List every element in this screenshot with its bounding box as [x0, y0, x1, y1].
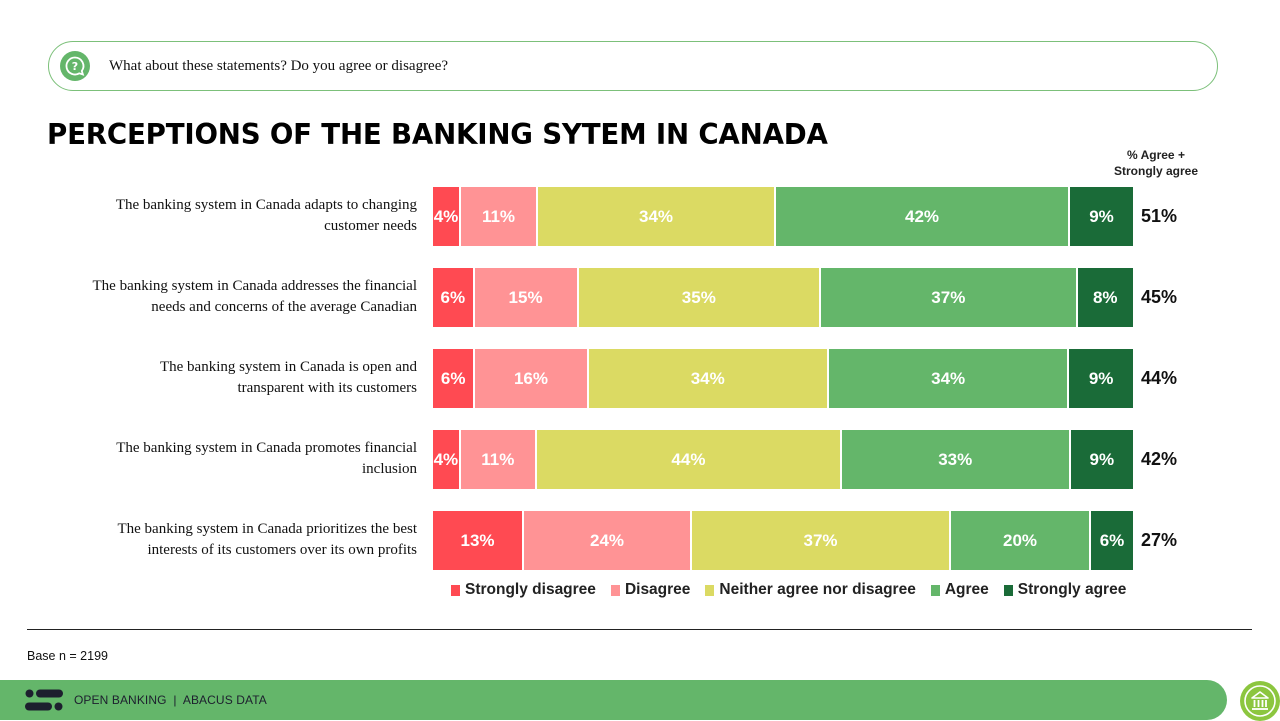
- stacked-bar: 6% 16% 34% 34% 9%: [433, 349, 1133, 408]
- bar-segment-disagree: 16%: [475, 349, 589, 408]
- row-label: The banking system in Canada is open and…: [60, 357, 417, 399]
- bar-segment-strongly-agree: 9%: [1070, 187, 1133, 246]
- stacked-bar: 6% 15% 35% 37% 8%: [433, 268, 1133, 327]
- legend-item-strongly-agree: Strongly agree: [1003, 581, 1127, 599]
- svg-text:?: ?: [72, 60, 78, 73]
- bank-building-icon: [1244, 685, 1276, 717]
- row-label-line: customer needs: [324, 218, 417, 234]
- bar-segment-agree: 20%: [951, 511, 1091, 570]
- abacus-logo-icon: [25, 689, 63, 711]
- footer-text: OPEN BANKING | ABACUS DATA: [74, 693, 267, 707]
- stacked-bar: 4% 11% 44% 33% 9%: [433, 430, 1133, 489]
- bar-segment-strongly-agree: 8%: [1077, 268, 1133, 327]
- net-agree-header: % Agree + Strongly agree: [1098, 147, 1214, 179]
- bar-segment-neither: 37%: [692, 511, 951, 570]
- legend-swatch: [451, 584, 460, 596]
- net-agree-value: 27%: [1141, 530, 1178, 550]
- stacked-bar: 4% 11% 34% 42% 9%: [433, 187, 1133, 246]
- bar-segment-agree: 42%: [776, 187, 1070, 246]
- net-agree-value: 45%: [1141, 287, 1178, 307]
- bar-segment-strongly-agree: 9%: [1070, 430, 1133, 489]
- bar-segment-neither: 34%: [538, 187, 776, 246]
- row-label-line: transparent with its customers: [237, 380, 417, 396]
- row-label-line: The banking system in Canada is open and: [159, 359, 417, 375]
- net-agree-value: 42%: [1141, 449, 1178, 469]
- bar-segment-disagree: 11%: [461, 187, 538, 246]
- legend-label: Strongly agree: [1017, 581, 1127, 598]
- bar-segment-strongly-agree: 9%: [1069, 349, 1133, 408]
- legend-item-strongly-disagree: Strongly disagree: [451, 581, 596, 599]
- net-agree-value: 51%: [1141, 206, 1178, 226]
- row-label-line: The banking system in Canada adapts to c…: [115, 197, 417, 213]
- bar-segment-strongly-disagree: 6%: [433, 268, 475, 327]
- bar-segment-strongly-disagree: 13%: [433, 511, 524, 570]
- bar-segment-neither: 34%: [588, 349, 829, 408]
- net-header-line2: Strongly agree: [1113, 164, 1199, 178]
- bar-segment-neither: 35%: [578, 268, 822, 327]
- legend-label: Strongly disagree: [465, 581, 596, 598]
- net-agree-value: 44%: [1141, 368, 1178, 388]
- net-header-line1: % Agree +: [1127, 148, 1185, 162]
- bar-segment-strongly-disagree: 4%: [433, 430, 461, 489]
- page-title: PERCEPTIONS OF THE BANKING SYTEM IN CANA…: [47, 118, 828, 151]
- row-label-line: The banking system in Canada promotes fi…: [116, 440, 417, 456]
- legend-swatch: [930, 584, 940, 596]
- legend-item-neither: Neither agree nor disagree: [705, 581, 916, 599]
- question-banner: ? What about these statements? Do you ag…: [48, 41, 1218, 91]
- bar-segment-disagree: 24%: [524, 511, 692, 570]
- row-label: The banking system in Canada adapts to c…: [60, 195, 417, 237]
- bar-segment-agree: 34%: [828, 349, 1070, 408]
- legend-item-agree: Agree: [930, 581, 989, 599]
- footer-divider: [27, 629, 1252, 630]
- legend-label: Neither agree nor disagree: [719, 581, 916, 598]
- legend-swatch: [705, 584, 715, 596]
- row-label: The banking system in Canada prioritizes…: [60, 519, 417, 561]
- row-label: The banking system in Canada promotes fi…: [60, 438, 417, 480]
- row-label-line: The banking system in Canada prioritizes…: [117, 521, 417, 537]
- row-label-line: interests of its customers over its own …: [147, 542, 417, 558]
- bar-segment-agree: 37%: [821, 268, 1078, 327]
- legend-label: Disagree: [624, 581, 691, 598]
- base-note: Base n = 2199: [27, 649, 108, 663]
- home-button[interactable]: [1240, 681, 1280, 721]
- bar-segment-agree: 33%: [841, 430, 1071, 489]
- bar-segment-strongly-disagree: 4%: [433, 187, 461, 246]
- chart-legend: Strongly disagree Disagree Neither agree…: [451, 581, 1141, 599]
- row-label: The banking system in Canada addresses t…: [60, 276, 418, 318]
- stacked-bar: 13% 24% 37% 20% 6%: [433, 511, 1133, 570]
- footer-bar: OPEN BANKING | ABACUS DATA: [0, 680, 1227, 720]
- bar-segment-disagree: 11%: [460, 430, 537, 489]
- legend-swatch: [1003, 584, 1013, 596]
- bar-segment-disagree: 15%: [474, 268, 579, 327]
- row-label-line: needs and concerns of the average Canadi…: [151, 299, 417, 315]
- legend-swatch: [610, 584, 620, 596]
- legend-label: Agree: [944, 581, 989, 598]
- question-bubble-icon: ?: [60, 51, 90, 81]
- row-label-line: inclusion: [362, 461, 417, 477]
- bar-segment-neither: 44%: [536, 430, 842, 489]
- bar-segment-strongly-disagree: 6%: [433, 349, 476, 408]
- question-text: What about these statements? Do you agre…: [109, 57, 449, 74]
- bar-segment-strongly-agree: 6%: [1091, 511, 1133, 570]
- row-label-line: The banking system in Canada addresses t…: [92, 278, 418, 294]
- legend-item-disagree: Disagree: [610, 581, 691, 599]
